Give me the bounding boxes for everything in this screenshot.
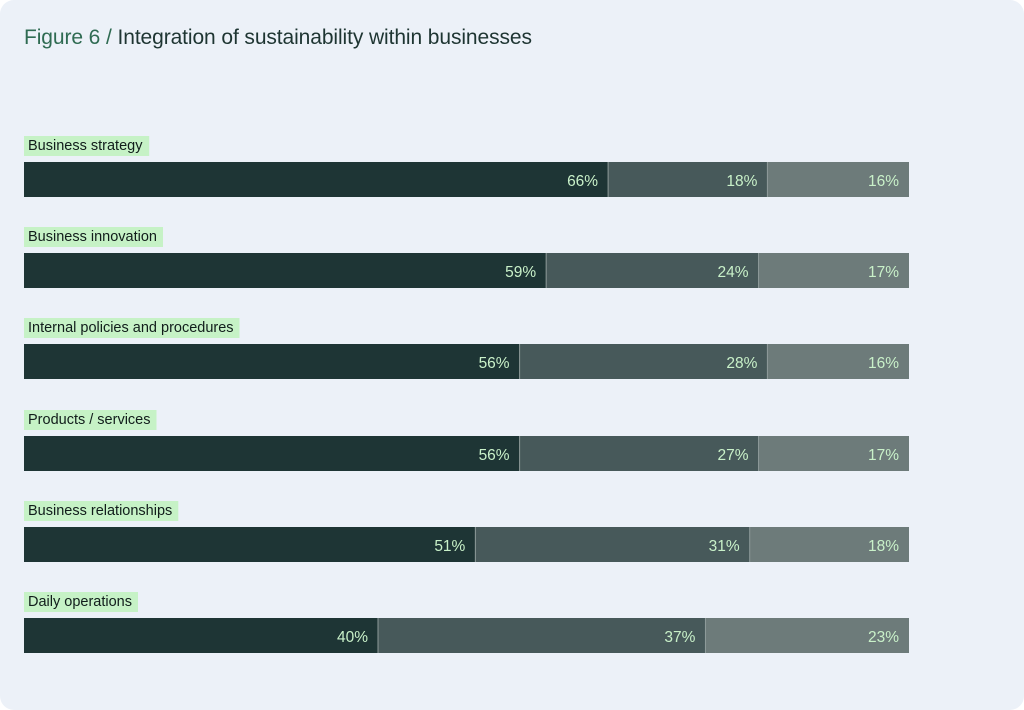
bar-segment-1 [24,436,520,471]
value-label: 27% [718,447,749,464]
bar-segment-3 [749,527,909,562]
bar-segment-3 [758,253,909,288]
value-label: 23% [868,629,899,646]
value-label: 16% [868,173,899,190]
chart-row: Business strategy 66% 18% 16% [24,136,909,197]
bar-segment-2 [519,436,759,471]
bar-segment-1 [24,527,476,562]
bar-segment-1 [24,618,378,653]
chart-row: Business relationships 51% 31% 18% [24,501,909,562]
chart-row: Internal policies and procedures 56% 28% 16… [24,318,909,379]
value-label: 17% [868,447,899,464]
bar-segment-3 [705,618,909,653]
value-label: 59% [505,264,536,281]
value-label: 17% [868,264,899,281]
bar-segment-3 [767,162,909,197]
bar-segment-1 [24,253,547,288]
bar-segment-2 [519,344,768,379]
value-label: 56% [479,355,510,372]
bar-segment-1 [24,344,520,379]
chart-row: Products / services 56% 27% 17% [24,410,909,471]
bar-segment-1 [24,162,609,197]
figure-number: Figure 6 [24,26,101,49]
value-label: 18% [726,173,757,190]
bar-segment-2 [608,162,768,197]
value-label: 37% [664,629,695,646]
category-label-highlight [24,501,179,521]
figure-title: Figure 6 / Integration of sustainability… [24,26,532,50]
category-label-highlight [24,318,240,338]
category-label: Products / services [28,412,151,428]
value-label: 40% [337,629,368,646]
chart-row: Business innovation 59% 24% 17% [24,227,909,288]
category-label-highlight [24,410,157,430]
value-label: 56% [479,447,510,464]
category-label: Internal policies and procedures [28,320,234,336]
bar-segment-3 [758,436,909,471]
bar-segment-2 [475,527,750,562]
value-label: 28% [726,355,757,372]
value-label: 31% [709,538,740,555]
value-label: 51% [434,538,465,555]
chart-row: Daily operations 40% 37% 23% [24,592,909,653]
figure-title-text: Integration of sustainability within bus… [117,26,532,49]
bar-segment-2 [378,618,706,653]
value-label: 18% [868,538,899,555]
category-label-highlight [24,227,163,247]
category-label-highlight [24,592,138,612]
category-label: Business strategy [28,138,143,154]
bar-segment-2 [546,253,759,288]
bar-segment-3 [767,344,909,379]
category-label-highlight [24,136,150,156]
category-label: Business relationships [28,503,172,519]
value-label: 24% [718,264,749,281]
value-label: 16% [868,355,899,372]
title-separator: / [106,26,112,49]
category-label: Daily operations [28,594,132,610]
value-label: 66% [567,173,598,190]
category-label: Business innovation [28,229,157,245]
